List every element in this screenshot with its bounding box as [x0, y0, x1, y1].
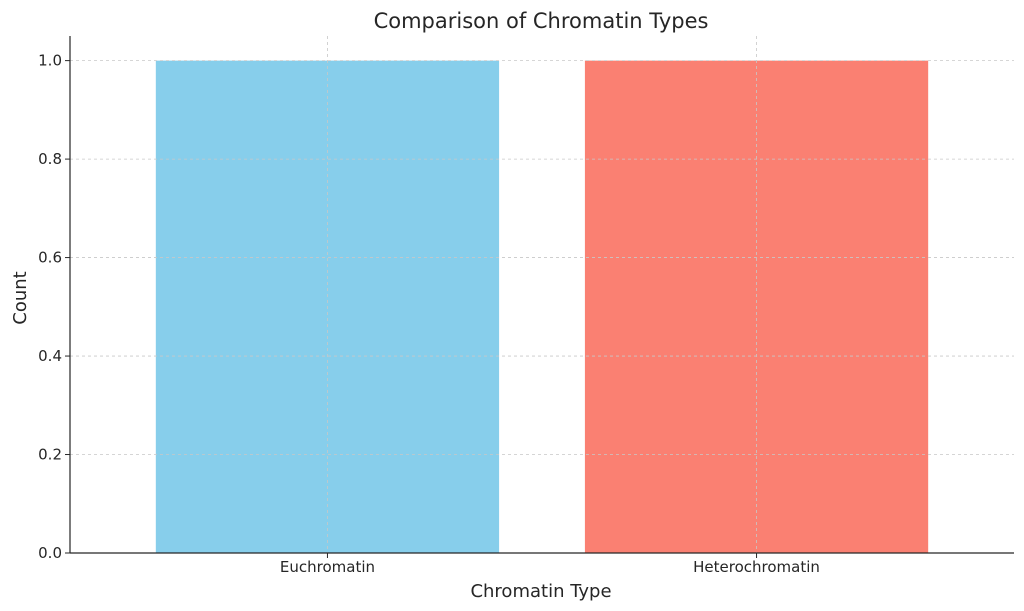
grid-layer	[70, 36, 1014, 553]
x-axis-label: Chromatin Type	[470, 581, 611, 602]
y-tick-label: 0.2	[38, 446, 62, 464]
x-tick-label: Euchromatin	[280, 558, 375, 576]
y-axis-label: Count	[10, 271, 31, 324]
y-tick-label: 0.4	[38, 347, 62, 365]
y-tick-label: 0.0	[38, 544, 62, 562]
axis-layer: 0.0 0.2 0.4 0.6 0.8 1.0 Euchromatin Heterochrom…	[38, 36, 1014, 576]
y-tick-label: 1.0	[38, 52, 62, 70]
chart-title: Comparison of Chromatin Types	[374, 9, 709, 33]
x-tick-label: Heterochromatin	[693, 558, 820, 576]
bar-layer	[155, 60, 929, 553]
y-tick-label: 0.6	[38, 249, 62, 267]
y-tick-label: 0.8	[38, 150, 62, 168]
